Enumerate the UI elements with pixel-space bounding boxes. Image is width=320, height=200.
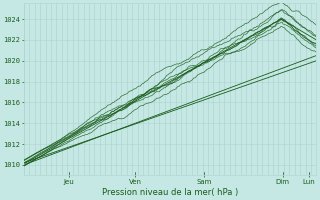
X-axis label: Pression niveau de la mer( hPa ): Pression niveau de la mer( hPa ) bbox=[102, 188, 238, 197]
